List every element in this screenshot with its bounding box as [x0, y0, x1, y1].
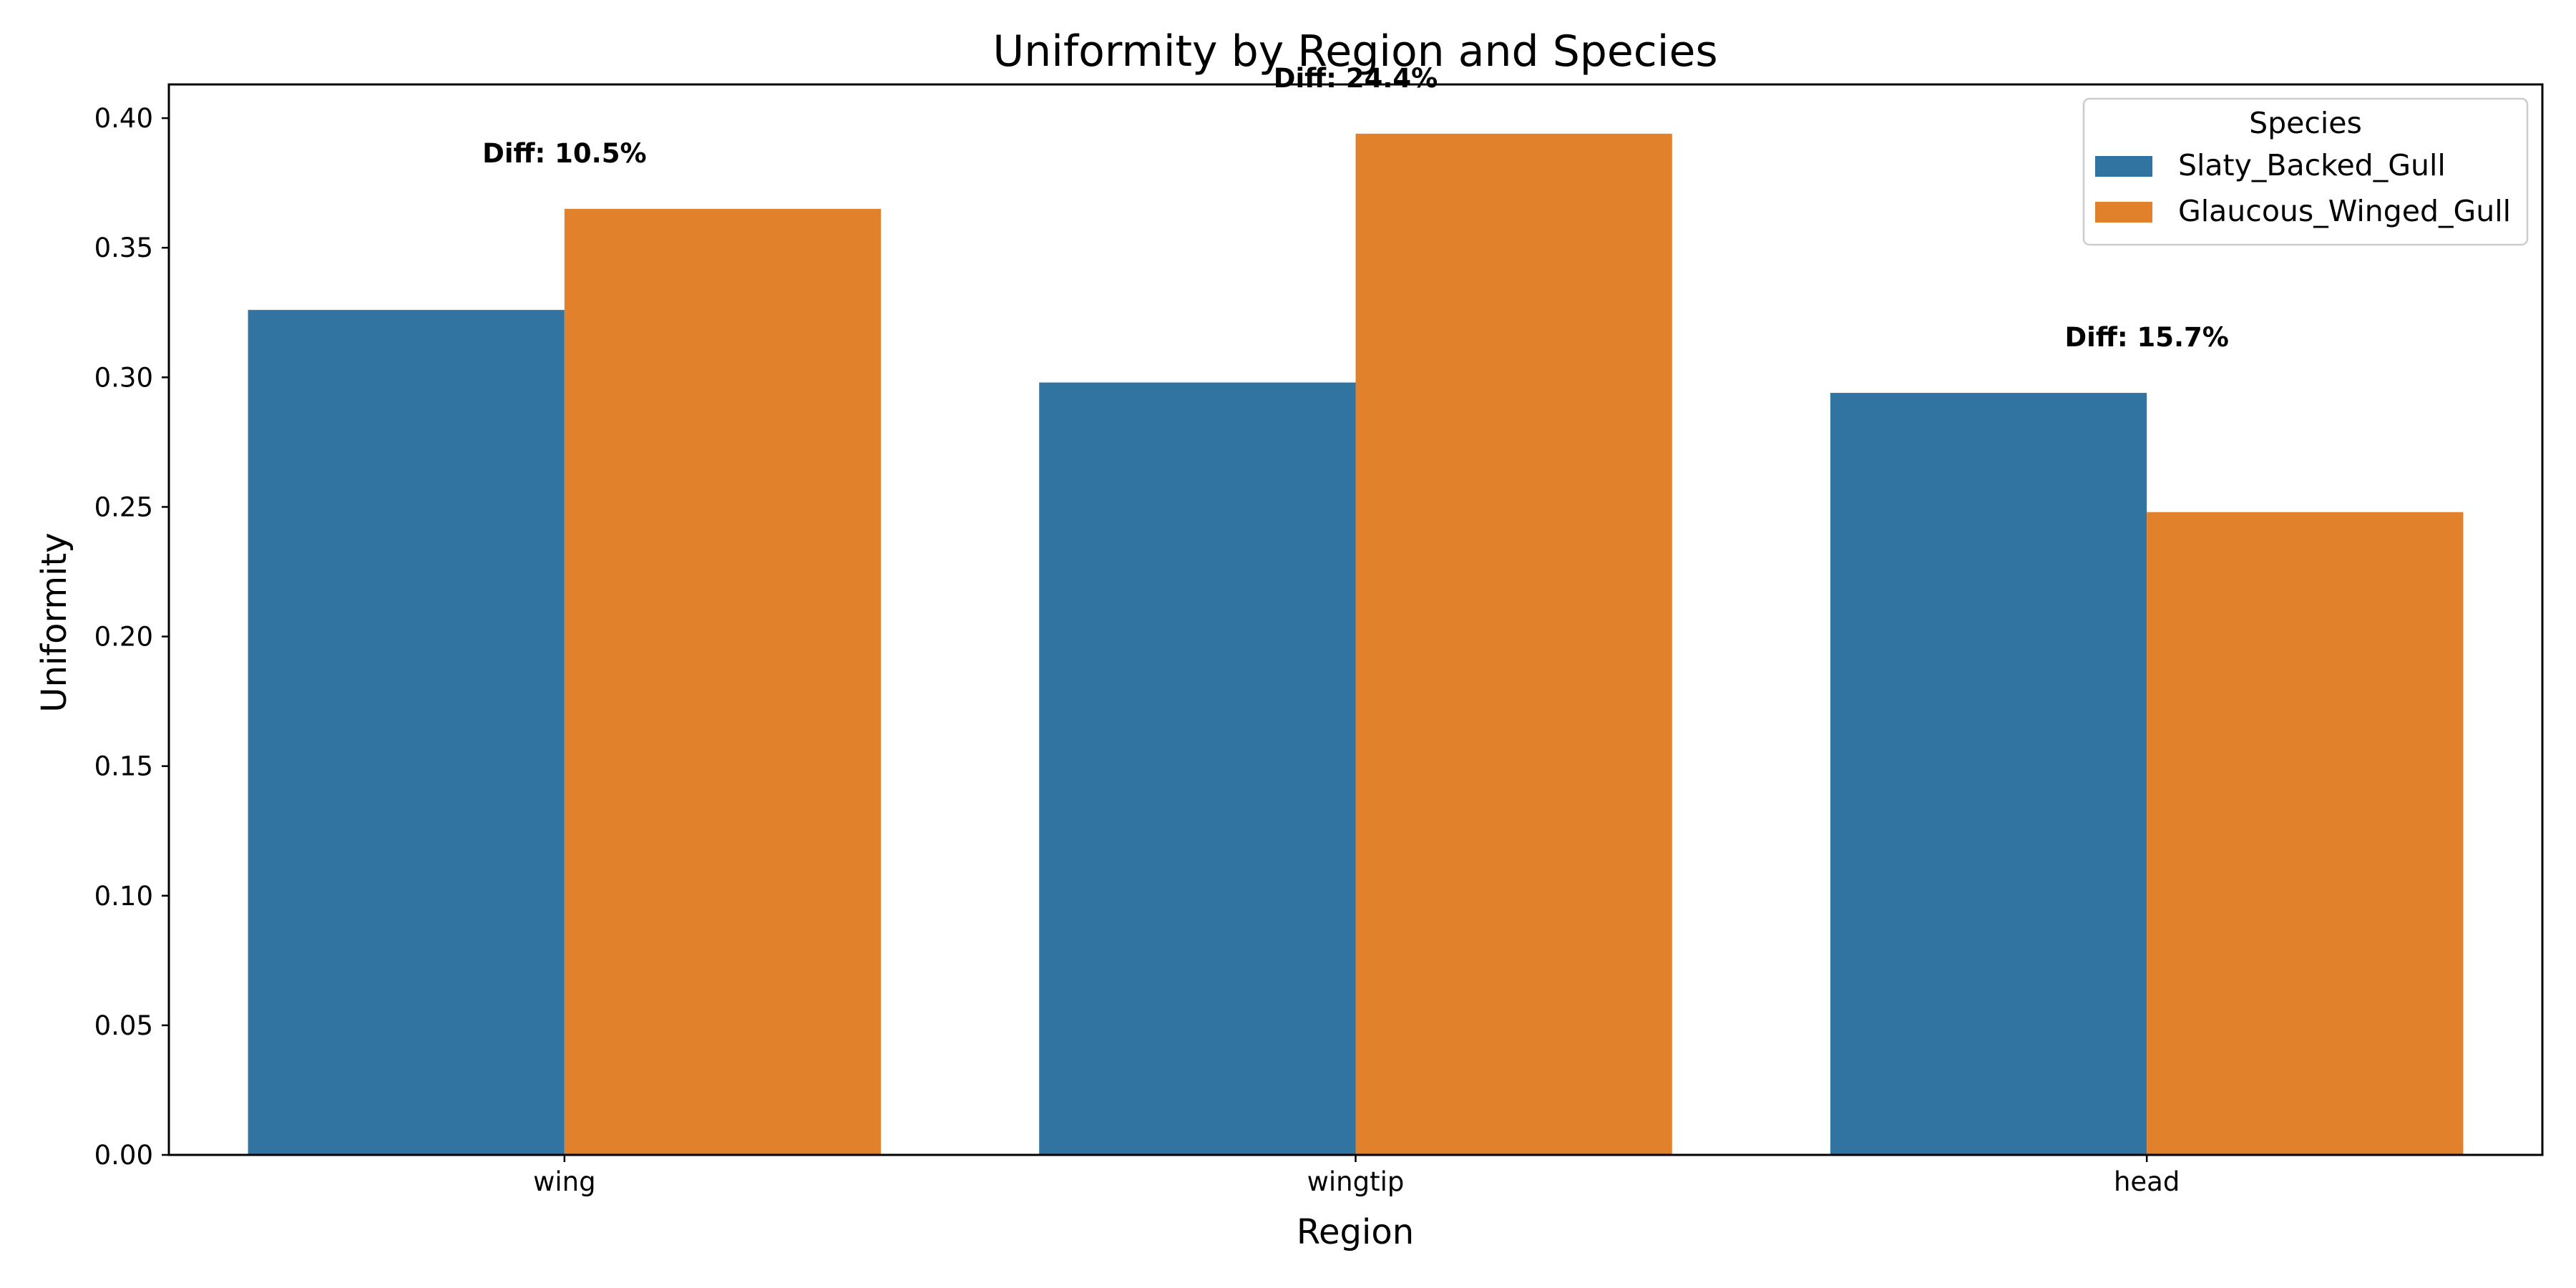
y-tick-label: 0.00	[94, 1140, 153, 1171]
chart-title: Uniformity by Region and Species	[992, 26, 1717, 77]
x-tick-label: head	[2114, 1166, 2180, 1197]
legend: Species Slaty_Backed_Gull Glaucous_Winged…	[2082, 97, 2529, 246]
chart-marks: 0.00 0.05 0.10 0.15 0.20 0.25 0.30 0.35 0.40 wing…	[94, 63, 2464, 1197]
y-tick-label: 0.05	[94, 1010, 153, 1041]
x-tick-label: wing	[533, 1166, 595, 1197]
bar-Slaty_Backed_Gull-wing	[248, 310, 565, 1156]
diff-annotation: Diff: 15.7%	[2064, 322, 2228, 353]
bar-Glaucous_Winged_Gull-wing	[564, 208, 882, 1155]
y-tick-label: 0.35	[94, 233, 153, 263]
bar-Slaty_Backed_Gull-wingtip	[1039, 382, 1356, 1155]
bar-Glaucous_Winged_Gull-wingtip	[1355, 133, 1672, 1155]
y-tick-label: 0.25	[94, 492, 153, 522]
legend-box	[2082, 97, 2529, 246]
diff-annotation: Diff: 10.5%	[482, 138, 646, 169]
y-tick-label: 0.40	[94, 103, 153, 134]
legend-label-Slaty_Backed_Gull: Slaty_Backed_Gull	[2178, 148, 2446, 182]
bar-Slaty_Backed_Gull-head	[1830, 393, 2147, 1156]
diff-annotation: Diff: 24.4%	[1274, 63, 1438, 94]
legend-swatch-Slaty_Backed_Gull	[2095, 156, 2152, 177]
y-tick-label: 0.30	[94, 362, 153, 393]
y-tick-label: 0.20	[94, 622, 153, 653]
plot-frame	[167, 83, 2544, 1156]
legend-swatch-Glaucous_Winged_Gull	[2095, 202, 2152, 223]
legend-label-Glaucous_Winged_Gull: Glaucous_Winged_Gull	[2178, 194, 2511, 228]
bar-Glaucous_Winged_Gull-head	[2147, 512, 2464, 1155]
x-tick-label: wingtip	[1307, 1166, 1405, 1197]
y-tick-label: 0.10	[94, 881, 153, 912]
x-axis-label: Region	[1297, 1212, 1414, 1252]
y-tick-label: 0.15	[94, 751, 153, 782]
legend-title: Species	[2249, 106, 2362, 140]
y-axis-label: Uniformity	[34, 532, 74, 712]
